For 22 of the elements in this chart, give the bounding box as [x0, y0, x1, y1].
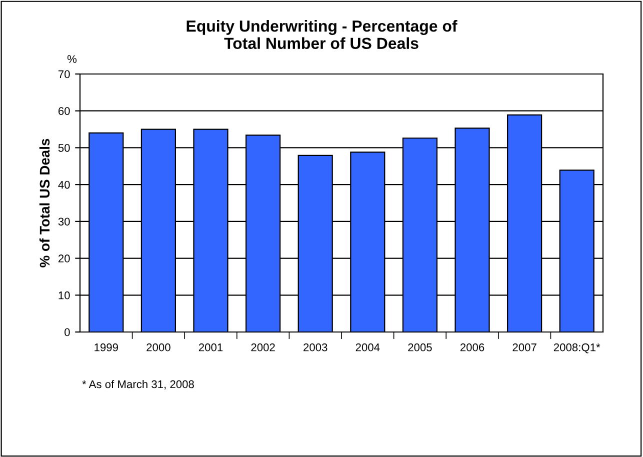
y-tick-label: 20 — [58, 254, 70, 262]
x-tick-label: 2006 — [460, 343, 484, 352]
x-tick-label: 2002 — [251, 343, 275, 352]
x-tick-label: 1999 — [94, 343, 118, 352]
y-tick-label: 30 — [58, 218, 70, 226]
x-tick-label: 2001 — [198, 343, 223, 352]
y-tick-label: 70 — [58, 70, 70, 78]
y-tick-label: 10 — [58, 291, 70, 300]
x-tick-label: 2008:Q1* — [554, 343, 600, 354]
y-tick-label: 50 — [58, 144, 70, 152]
y-tick-label: 0 — [64, 328, 70, 336]
x-tick-label: 2004 — [356, 343, 380, 352]
x-tick-label: 2003 — [304, 343, 328, 352]
y-tick-label: 40 — [58, 180, 70, 189]
text: % — [67, 55, 77, 63]
x-tick-label: 2000 — [146, 343, 170, 352]
text: * As of March 31, 2008 — [82, 380, 194, 390]
x-tick-label: 2007 — [512, 343, 536, 352]
y-axis-title: % of Total US Deals — [39, 138, 50, 268]
y-tick-label: 60 — [58, 107, 70, 115]
chart-title: Equity Underwriting - Percentage of Total Number of US Deals — [186, 20, 458, 50]
x-tick-label: 2005 — [408, 343, 432, 352]
